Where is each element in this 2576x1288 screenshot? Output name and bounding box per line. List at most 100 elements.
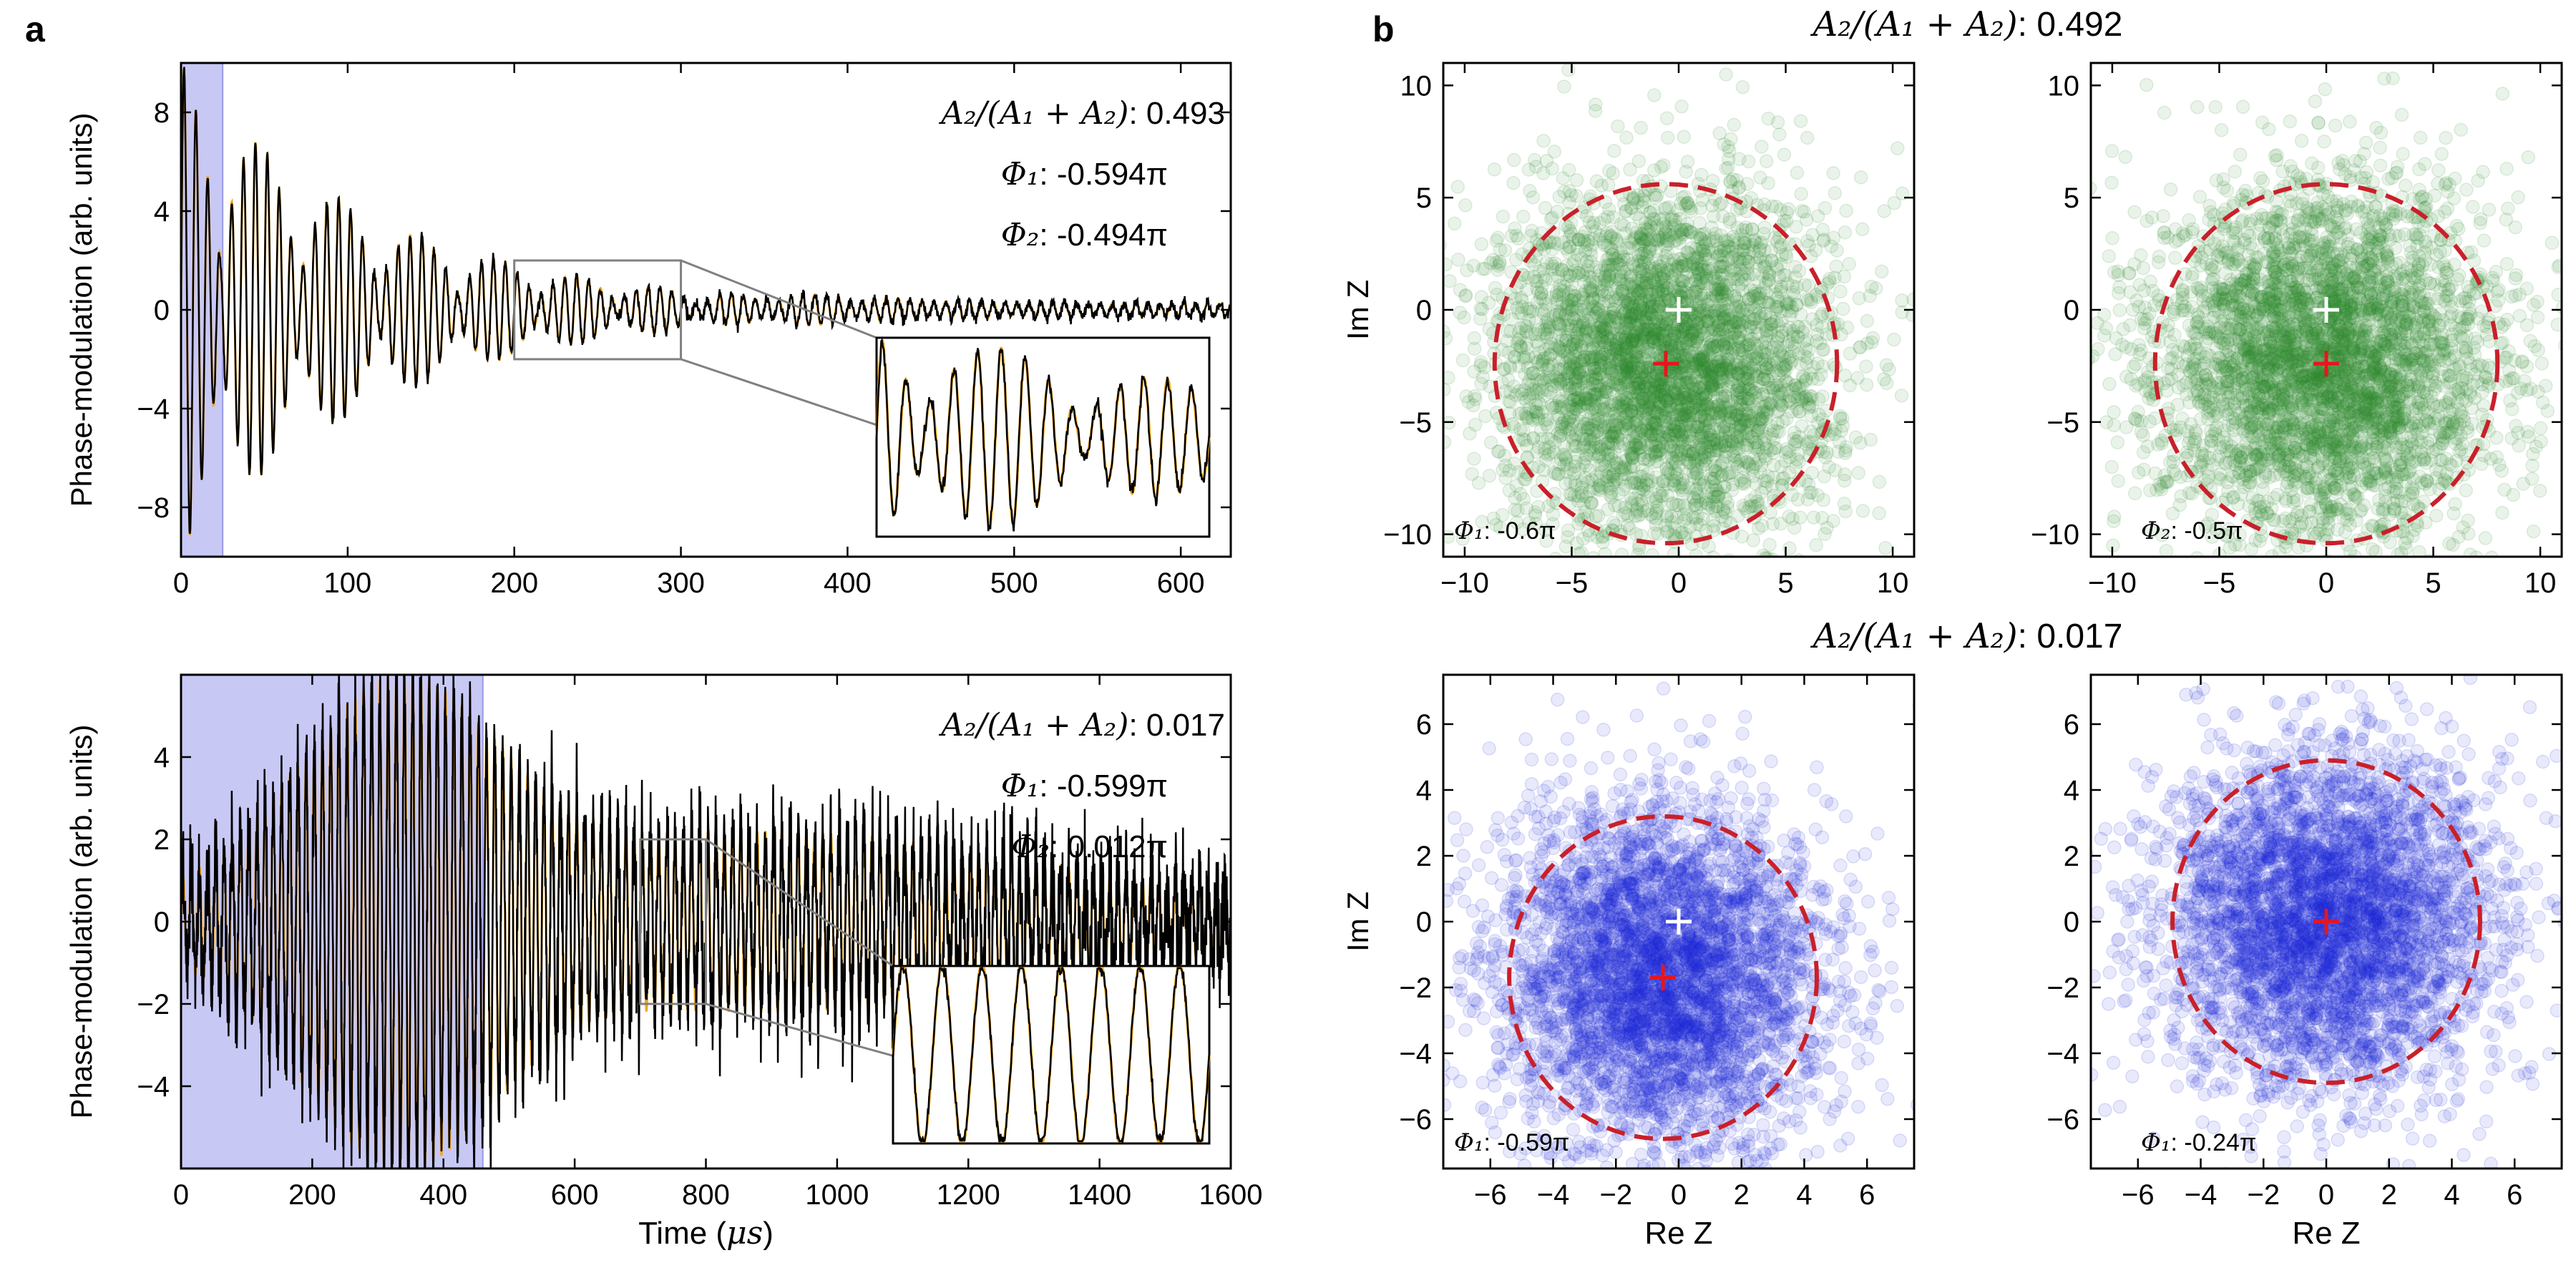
scatter-point xyxy=(1604,228,1619,243)
scatter-point xyxy=(1619,409,1634,424)
scatter-point xyxy=(1924,296,1937,309)
scatter-point xyxy=(1629,302,1644,316)
scatter-point xyxy=(1629,439,1644,453)
scatter-point xyxy=(1688,386,1703,401)
scatter-point xyxy=(1737,415,1752,429)
scatter-point xyxy=(1713,258,1728,273)
scatter-point xyxy=(1610,322,1625,337)
scatter-point xyxy=(1606,321,1621,336)
scatter-point xyxy=(1575,475,1590,490)
scatter-point xyxy=(1653,489,1668,504)
scatter-point xyxy=(1642,293,1657,308)
scatter-point xyxy=(1792,346,1806,361)
scatter-point xyxy=(1468,392,1483,406)
scatter-point xyxy=(1755,411,1769,426)
scatter-point xyxy=(1602,362,1617,377)
scatter-point xyxy=(1724,132,1738,147)
scatter-point xyxy=(1746,533,1760,547)
scatter-point xyxy=(1593,215,1607,230)
scatter-point xyxy=(1559,464,1574,479)
scatter-point xyxy=(1737,438,1752,453)
scatter-point xyxy=(1729,173,1745,187)
scatter-point xyxy=(1731,320,1745,334)
scatter-point xyxy=(1466,398,1480,413)
scatter-point xyxy=(1679,390,1693,405)
phase-symbol: Φ₁ xyxy=(1001,156,1040,192)
scatter-point xyxy=(1842,257,1856,271)
scatter-point xyxy=(1711,399,1725,414)
scatter-point xyxy=(1669,416,1684,431)
scatter-point xyxy=(1730,388,1745,402)
scatter-point xyxy=(1696,423,1710,437)
scatter-point xyxy=(1497,449,1512,463)
x-tick-label: 0 xyxy=(1671,567,1687,599)
scatter-point xyxy=(1558,413,1572,427)
scatter-point xyxy=(1672,280,1687,295)
scatter-point xyxy=(1573,392,1588,407)
scatter-point xyxy=(1651,609,1664,622)
scatter-point xyxy=(1631,154,1646,168)
scatter-point xyxy=(1531,367,1546,381)
scatter-point xyxy=(1581,307,1596,321)
scatter-point xyxy=(1757,399,1772,414)
scatter-point xyxy=(1621,366,1636,381)
scatter-point xyxy=(1789,298,1804,313)
scatter-point xyxy=(1561,63,1576,77)
scatter-point xyxy=(1584,423,1599,437)
scatter-point xyxy=(1732,380,1746,394)
scatter-point xyxy=(1702,539,1716,554)
scatter-point xyxy=(1707,230,1721,245)
scatter-point xyxy=(1625,451,1639,466)
scatter-point xyxy=(1514,562,1527,575)
scatter-point xyxy=(1489,233,1504,248)
scatter-point xyxy=(1826,166,1840,180)
phase-value: : -0.494π xyxy=(1039,218,1168,253)
scatter-point xyxy=(1586,551,1601,557)
scatter-point xyxy=(1589,174,1604,188)
x-axis-label: Time (μs) xyxy=(638,1215,774,1252)
scatter-point xyxy=(1532,382,1546,396)
scatter-point xyxy=(1520,341,1534,355)
scatter-point xyxy=(1598,547,1612,557)
scatter-point xyxy=(1682,344,1697,359)
scatter-point xyxy=(1601,177,1616,192)
scatter-point xyxy=(1802,485,1818,500)
scatter-point xyxy=(1692,266,1707,281)
scatter-point xyxy=(1571,546,1586,557)
scatter-point xyxy=(1647,322,1662,336)
scatter-point xyxy=(1790,165,1805,180)
scatter-point xyxy=(1528,314,1543,328)
scatter-point xyxy=(1732,305,1746,320)
scatter-point xyxy=(1544,256,1559,271)
scatter-point xyxy=(1592,478,1606,492)
scatter-point xyxy=(1579,323,1594,337)
scatter-point xyxy=(1581,234,1596,248)
scatter-point xyxy=(1565,380,1580,395)
scatter-point xyxy=(1695,270,1709,285)
scatter-point xyxy=(1563,224,1578,238)
scatter-point xyxy=(1657,254,1671,269)
scatter-point xyxy=(1543,385,1558,400)
scatter-point xyxy=(1586,232,1600,246)
x-tick-label: −10 xyxy=(1440,567,1489,599)
scatter-point xyxy=(1642,244,1657,258)
scatter-point xyxy=(1740,314,1755,328)
scatter-point xyxy=(1580,393,1595,407)
scatter-point xyxy=(1725,444,1740,458)
scatter-point xyxy=(1659,450,1674,464)
scatter-point xyxy=(1831,444,1845,459)
scatter-point xyxy=(1634,120,1648,135)
scatter-point xyxy=(1712,327,1726,342)
scatter-point xyxy=(1592,459,1607,473)
scatter-point xyxy=(1714,322,1729,337)
scatter-point xyxy=(2405,564,2418,577)
scatter-point xyxy=(1679,196,1694,211)
scatter-point xyxy=(1921,387,1933,400)
scatter-point xyxy=(1786,326,1800,341)
scatter-point xyxy=(1705,308,1719,323)
scatter-point xyxy=(1793,510,1807,525)
scatter-point xyxy=(1829,259,1843,274)
scatter-point xyxy=(1423,275,1436,288)
scatter-point xyxy=(1711,489,1725,504)
scatter-point xyxy=(1506,176,1521,190)
